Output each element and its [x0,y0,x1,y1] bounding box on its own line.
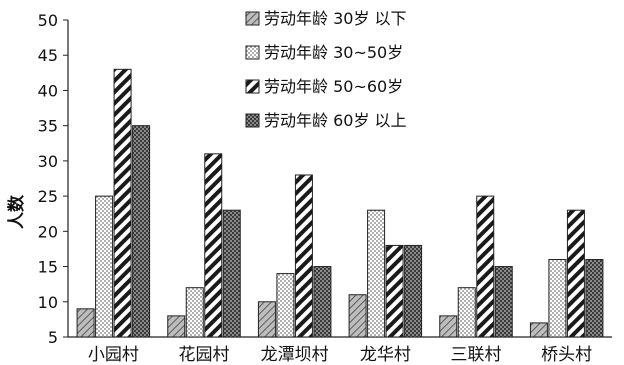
bar-3-龙华村 [385,244,404,338]
x-tick-label: 小园村 [88,345,139,365]
y-tick-label: 20 [38,222,58,241]
bar-3-桥头村 [566,209,585,338]
x-tick-label: 花园村 [179,345,230,365]
bar-4-桥头村 [585,259,604,338]
x-tick-label: 龙潭坝村 [261,345,329,365]
bar-1-龙华村 [348,294,367,338]
legend-swatch [245,113,260,128]
bar-2-花园村 [185,287,204,338]
bar-2-小园村 [95,195,114,338]
bar-1-花园村 [167,315,186,338]
bar-4-花园村 [222,209,241,338]
y-tick-label: 10 [38,293,58,312]
bar-3-花园村 [204,153,223,338]
x-tick-labels: 小园村 花园村 龙潭坝村 龙华村 三联村 桥头村 [88,345,592,365]
legend-label: 劳动年龄 50~60岁 [264,77,403,96]
bar-2-桥头村 [548,259,567,338]
legend-swatch [245,79,260,94]
bar-2-龙潭坝村 [276,273,295,338]
y-tick-label: 15 [38,258,58,277]
bar-1-龙潭坝村 [257,301,276,338]
y-tick-label: 40 [38,81,58,100]
x-tick-label: 三联村 [451,345,502,365]
bar-2-龙华村 [367,209,386,338]
y-tick-label: 30 [38,152,58,171]
legend-label: 劳动年龄 30~50岁 [264,43,403,62]
bar-3-龙潭坝村 [294,174,313,338]
bar-1-三联村 [439,315,458,338]
axes [67,20,612,338]
y-tick-label: 50 [38,11,58,30]
bar-4-龙潭坝村 [313,266,332,338]
y-tick-label: 25 [38,187,58,206]
legend-swatch [245,11,260,26]
y-axis-label: 人数 [6,194,27,229]
y-tick-label: 35 [38,117,58,136]
bar-1-小园村 [76,308,95,338]
bar-4-龙华村 [404,244,423,338]
legend-swatch [245,45,260,60]
legend-label: 劳动年龄 30岁 以下 [264,9,407,28]
x-tick-label: 桥头村 [541,345,592,365]
bar-4-小园村 [132,125,151,338]
bar-3-小园村 [113,68,132,338]
bar-2-三联村 [457,287,476,338]
legend-label: 劳动年龄 60岁 以上 [264,111,407,130]
y-tick-label: 5 [48,328,58,347]
y-ticks: 5 10 15 20 25 30 35 40 45 50 [38,11,68,347]
x-tick-label: 龙华村 [360,345,411,365]
bars [76,68,604,338]
y-tick-label: 45 [38,46,58,65]
bar-3-三联村 [476,195,495,338]
bar-4-三联村 [494,266,513,338]
bar-1-桥头村 [529,322,548,338]
